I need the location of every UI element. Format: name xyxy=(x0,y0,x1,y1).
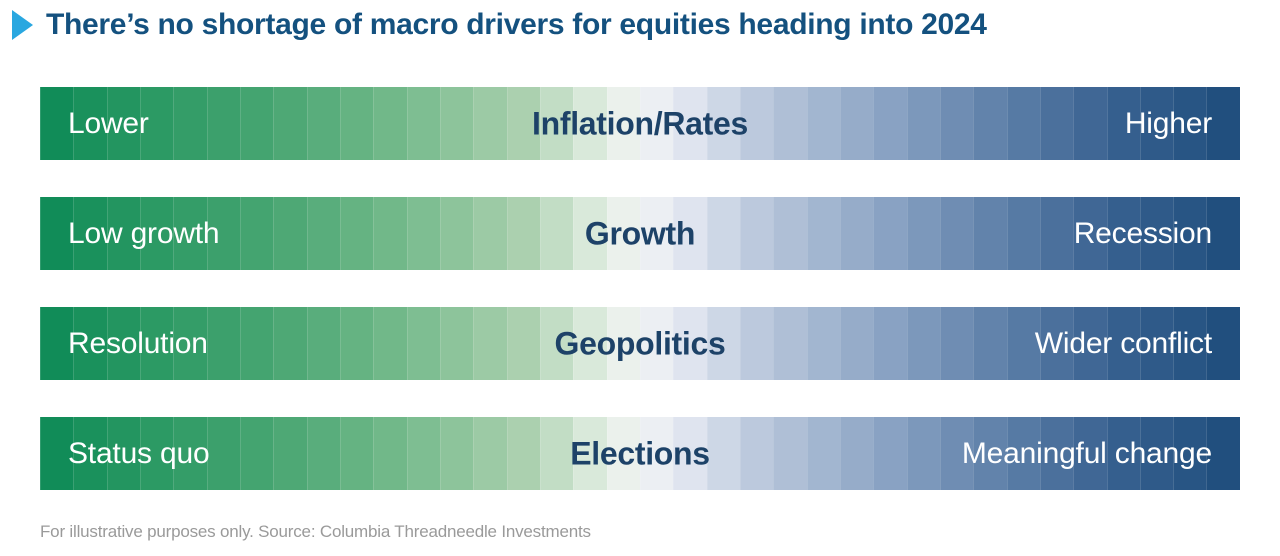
bar-right-label: Wider conflict xyxy=(1034,326,1212,360)
gradient-bar-elections: Status quo Elections Meaningful change xyxy=(40,417,1240,490)
bar-left-label: Resolution xyxy=(68,326,208,360)
gradient-bar-geopolitics: Resolution Geopolitics Wider conflict xyxy=(40,307,1240,380)
gradient-bands xyxy=(40,197,1240,270)
bar-right-label: Recession xyxy=(1073,216,1212,250)
bar-right-label: Higher xyxy=(1124,106,1212,140)
bar-labels: Low growth Growth Recession xyxy=(40,197,1240,270)
gradient-bar-growth: Low growth Growth Recession xyxy=(40,197,1240,270)
source-note: For illustrative purposes only. Source: … xyxy=(40,522,591,541)
bar-driver-label: Inflation/Rates xyxy=(532,105,748,141)
bar-left-label: Lower xyxy=(68,106,149,140)
bar-left-label: Low growth xyxy=(68,216,220,250)
bar-right-label: Meaningful change xyxy=(961,436,1212,470)
gradient-bars-container: Lower Inflation/Rates Higher Low growth … xyxy=(40,87,1240,527)
gradient-bands xyxy=(40,307,1240,380)
bar-labels: Status quo Elections Meaningful change xyxy=(40,417,1240,490)
bar-left-label: Status quo xyxy=(68,436,210,470)
bar-driver-label: Elections xyxy=(570,435,710,471)
gradient-bar-inflation-rates: Lower Inflation/Rates Higher xyxy=(40,87,1240,160)
bar-driver-label: Growth xyxy=(584,215,696,251)
bar-driver-label: Geopolitics xyxy=(554,325,726,361)
figure-title: There’s no shortage of macro drivers for… xyxy=(46,8,987,41)
gradient-bands xyxy=(40,417,1240,490)
play-triangle-icon xyxy=(12,10,33,40)
bar-labels: Resolution Geopolitics Wider conflict xyxy=(40,307,1240,380)
figure-title-row: There’s no shortage of macro drivers for… xyxy=(12,8,1270,42)
gradient-bands xyxy=(40,87,1240,160)
bar-labels: Lower Inflation/Rates Higher xyxy=(40,87,1240,160)
